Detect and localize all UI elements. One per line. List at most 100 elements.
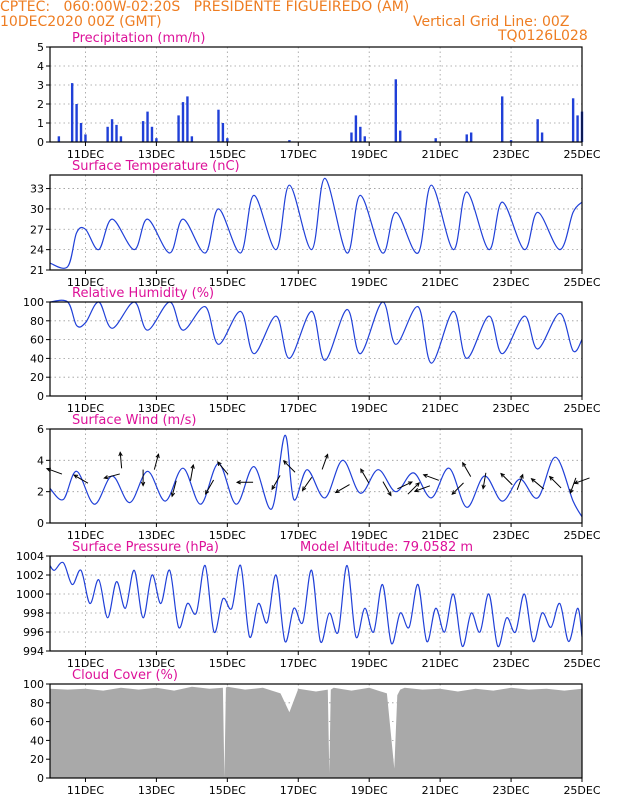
panel-1-xtick-label: 23DEC (493, 148, 530, 161)
forecast-date: 10DEC2020 00Z (GMT) (0, 14, 162, 30)
panel-1-frame (49, 46, 583, 143)
panel-1-ytick-label: 4 (37, 60, 44, 73)
panel-5-ytick-label: 994 (23, 645, 44, 658)
panel-1-bar (394, 79, 397, 142)
panel-1-bar (110, 119, 114, 142)
panel-4-xtick-label: 17DEC (280, 529, 317, 542)
panel-2-frame (49, 174, 583, 271)
panel-4-ytick-label: 4 (37, 454, 44, 467)
panel-4-wind-arrow (530, 477, 545, 490)
panel-1-xtick-label: 11DEC (67, 148, 104, 161)
panel-4-wind-arrow (45, 467, 63, 475)
panel-3-ytick-label: 60 (30, 334, 44, 347)
panel-6-xtick-label: 25DEC (563, 784, 600, 797)
panel-4-wind-arrow (451, 482, 464, 496)
panel-2-xtick-label: 21DEC (422, 276, 459, 289)
panel-4-wind-arrow (382, 481, 392, 497)
panel-6-xtick-label: 17DEC (280, 784, 317, 797)
panel-5-ytick-label: 1004 (16, 550, 44, 563)
panel-3-xtick-label: 13DEC (138, 402, 175, 415)
panel-1-bar (576, 115, 579, 142)
panel-6-title: Cloud Cover (%) (72, 668, 178, 683)
panel-1-bar (399, 130, 402, 142)
panel-4-wind-arrow (407, 482, 421, 495)
panel-2-ytick-label: 30 (30, 203, 44, 216)
panel-4-wind-arrow (301, 476, 313, 492)
grid-line-note: Vertical Grid Line: 00Z (413, 14, 570, 30)
panel-4-wind-arrow (334, 484, 350, 494)
panel-1-bar (354, 115, 358, 142)
panel-4-wind-arrow (360, 468, 370, 484)
panel-1-title: Precipitation (mm/h) (72, 31, 205, 46)
panel-4-wind-arrow (153, 453, 160, 470)
panel-5-ytick-label: 996 (23, 626, 44, 639)
panel-2-xtick-label: 19DEC (351, 276, 388, 289)
panel-1-ytick-label: 0 (37, 136, 44, 149)
panel-1-bar (115, 124, 118, 142)
panel-6-ytick-label: 0 (37, 772, 44, 785)
panel-4-wind-arrow (500, 472, 513, 486)
panel-1-xtick-label: 25DEC (563, 148, 600, 161)
panel-1-bar (70, 83, 74, 142)
panel-1-bar (190, 136, 194, 142)
panel-4-wind-arrow (189, 463, 195, 481)
panel-1-bar (501, 96, 504, 142)
panel-4-ytick-label: 2 (37, 486, 44, 499)
panel-2-title: Surface Temperature (nC) (72, 159, 240, 174)
panel-4-wind-arrow (217, 461, 229, 475)
panel-3-xtick-label: 11DEC (67, 402, 104, 415)
panel-4-xtick-label: 15DEC (209, 529, 246, 542)
panel-3-ytick-label: 20 (30, 371, 44, 384)
panel-4-wind-arrow (103, 473, 120, 480)
panel-1-ytick-label: 1 (37, 117, 44, 130)
panel-2-series-line (49, 177, 583, 269)
panel-1-xtick-label: 13DEC (138, 148, 175, 161)
panel-2-ytick-label: 21 (30, 264, 44, 277)
panel-4-wind-arrow (422, 473, 439, 481)
panel-1-bar (119, 136, 123, 142)
panel-4-xtick-label: 13DEC (138, 529, 175, 542)
panel-2-xtick-label: 25DEC (563, 276, 600, 289)
panel-3-frame (49, 301, 583, 397)
panel-1-bar (75, 104, 78, 142)
panel-1-bar (57, 136, 61, 142)
panel-1-bar (571, 98, 575, 142)
panel-2-ytick-label: 27 (30, 223, 44, 236)
panel-4-xtick-label: 21DEC (422, 529, 459, 542)
panel-2-xtick-label: 23DEC (493, 276, 530, 289)
panel-4-wind-arrow (569, 477, 577, 494)
panel-3-ytick-label: 100 (23, 296, 44, 309)
panel-5-xtick-label: 21DEC (422, 657, 459, 670)
panel-1-bar (221, 123, 225, 142)
panel-1-bar (106, 126, 109, 142)
panel-4-wind-arrow (73, 474, 89, 484)
panel-1-bar (469, 132, 473, 142)
panel-1-bar (186, 96, 189, 142)
model-code: TQ0126L028 (498, 28, 588, 44)
panel-1-xtick-label: 17DEC (280, 148, 317, 161)
panel-2-xtick-label: 13DEC (138, 276, 175, 289)
panel-3-xtick-label: 25DEC (563, 402, 600, 415)
panel-6-ytick-label: 20 (30, 753, 44, 766)
panel-1-bar (434, 138, 437, 142)
panel-5-ytick-label: 1000 (16, 588, 44, 601)
panel-6-ytick-label: 60 (30, 716, 44, 729)
panel-3-ytick-label: 80 (30, 315, 44, 328)
panel-1-bar (217, 109, 220, 142)
panel-6-xtick-label: 21DEC (422, 784, 459, 797)
panel-3-title: Relative Humidity (%) (72, 286, 214, 301)
panel-5-xtick-label: 25DEC (563, 657, 600, 670)
panel-6-frame (49, 683, 583, 779)
panel-3-series-line (49, 299, 583, 364)
panel-4-xtick-label: 23DEC (493, 529, 530, 542)
panel-1-xtick-label: 19DEC (351, 148, 388, 161)
panel-1-bar (465, 134, 468, 142)
panel-1-bar (146, 111, 149, 142)
panel-6-xtick-label: 23DEC (493, 784, 530, 797)
panel-4-xtick-label: 25DEC (563, 529, 600, 542)
panel-1-bar (79, 123, 83, 142)
panel-4-series-line (49, 434, 583, 518)
panel-4-title: Surface Wind (m/s) (72, 413, 196, 428)
